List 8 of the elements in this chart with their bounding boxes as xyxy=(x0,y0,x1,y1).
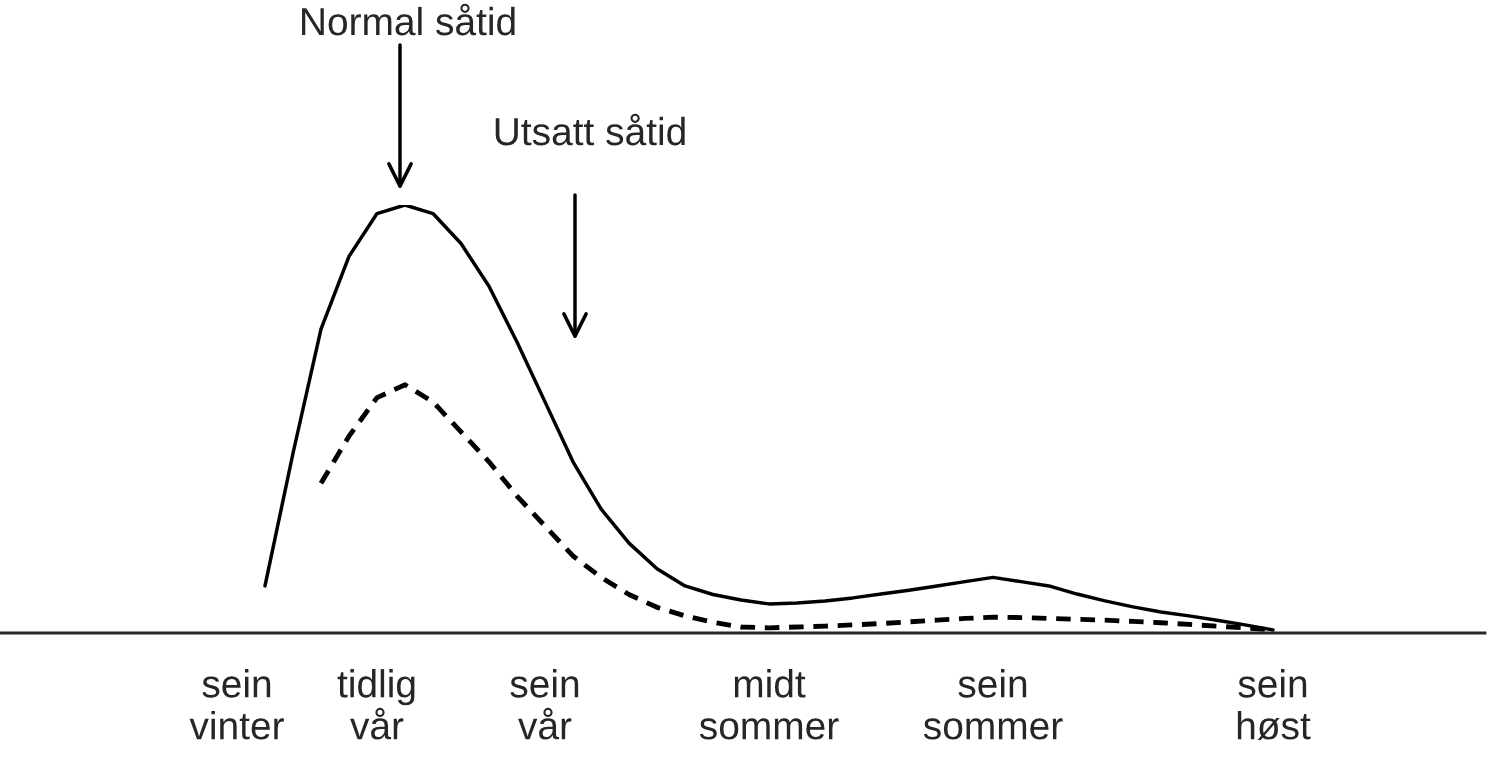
x-tick-label: sein høst xyxy=(1237,669,1311,740)
x-tick-label: sein vinter xyxy=(189,669,284,740)
x-tick-label: midt sommer xyxy=(699,669,839,740)
x-tick-label: tidlig vår xyxy=(337,669,415,740)
text: Normal såtid xyxy=(302,3,515,36)
x-tick-label: sein vår xyxy=(510,669,579,740)
x-tick-label: sein sommer xyxy=(923,669,1063,740)
text: Utsatt såtid xyxy=(495,113,685,146)
